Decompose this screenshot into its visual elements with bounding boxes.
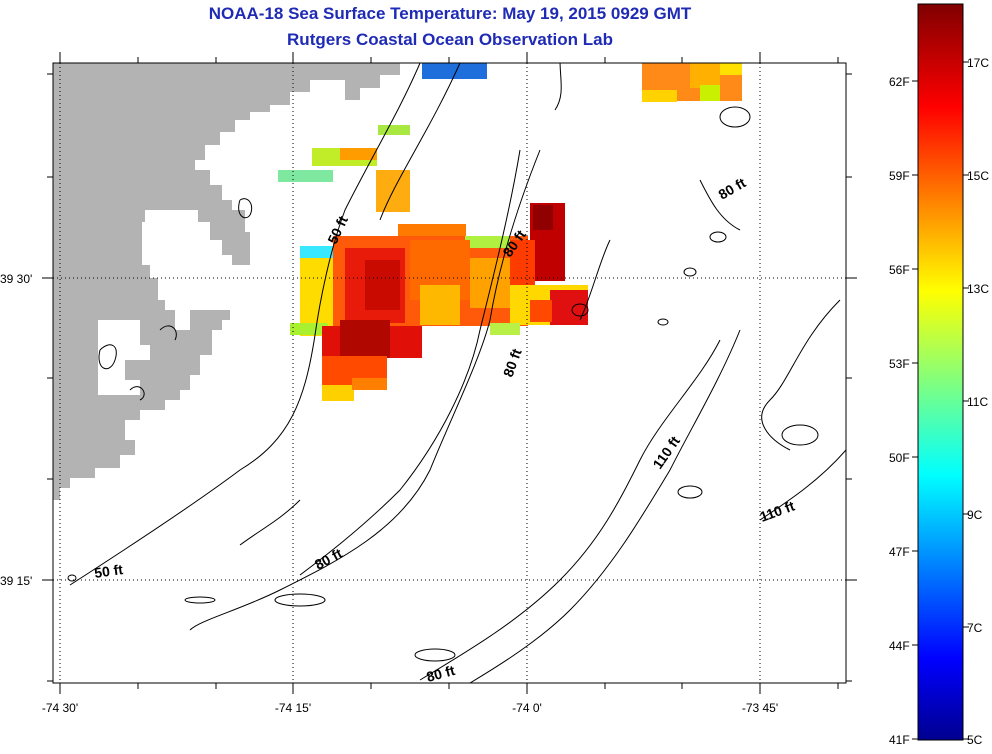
colorbar-c-label: 11C [967,395,988,409]
colorbar-c-label: 15C [967,169,989,183]
x-tick-label: -74 30' [42,701,78,715]
frame-ticks [42,52,857,694]
colorbar-c-label: 7C [967,621,983,635]
colorbar-f-label: 59F [889,169,910,183]
colorbar-c-label: 5C [967,733,983,747]
colorbar-c-label: 17C [967,56,989,70]
y-tick-label: 39 30' [0,272,32,286]
colorbar-f-label: 62F [889,75,910,89]
colorbar-c-label: 9C [967,508,983,522]
map-subtitle: Rutgers Coastal Ocean Observation Lab [287,30,613,49]
colorbar-f-label: 47F [889,545,910,559]
land-mass-notch [98,320,150,395]
colorbar-f-label: 44F [889,639,910,653]
colorbar-ticks [912,61,969,740]
colorbar-f-label: 50F [889,451,910,465]
colorbar-f-label: 41F [889,733,910,747]
x-tick-label: -74 0' [512,701,542,715]
map-title: NOAA-18 Sea Surface Temperature: May 19,… [208,4,692,23]
colorbar-c-label: 13C [967,282,989,296]
contour-label: 80 ft [425,662,457,685]
bathymetry-contours [67,63,846,683]
x-tick-label: -73 45' [742,701,778,715]
colorbar [917,3,964,741]
lat-lon-grid [53,63,846,683]
sst-pixel-layer [278,63,742,401]
colorbar-f-label: 53F [889,357,910,371]
y-tick-label: 39 15' [0,574,32,588]
colorbar-f-label: 56F [889,263,910,277]
land-island [330,63,400,100]
contour-label: 50 ft [93,561,124,581]
x-tick-label: -74 15' [275,701,311,715]
